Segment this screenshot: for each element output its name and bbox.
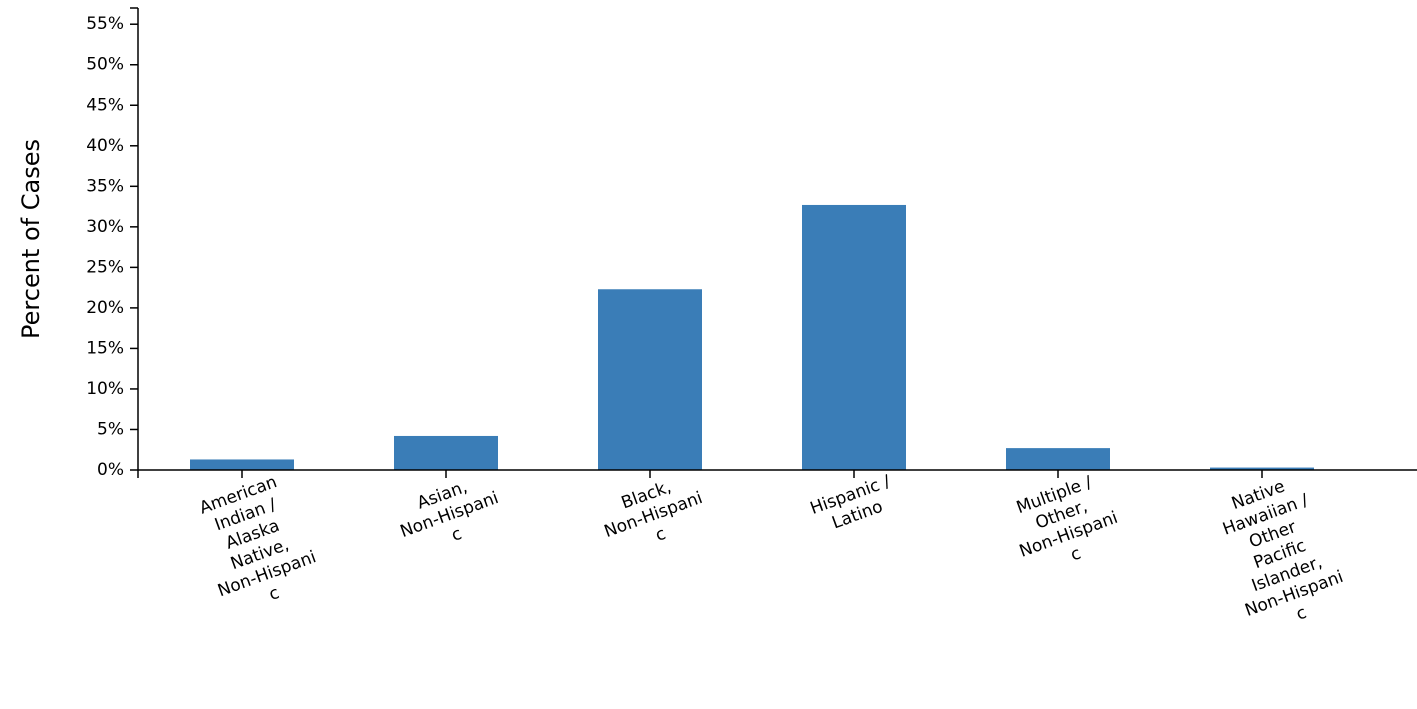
bar <box>598 289 702 470</box>
x-tick-label: Black,Non-Hispanic <box>594 468 712 562</box>
x-tick-label-line: c <box>1294 603 1310 625</box>
y-tick-label: 25% <box>86 257 124 277</box>
y-tick-label: 30% <box>86 217 124 237</box>
bar <box>394 435 498 470</box>
y-tick-label: 10% <box>86 379 124 399</box>
x-tick-label-line: c <box>449 524 465 546</box>
x-tick-label: AmericanIndian /AlaskaNative,Non-Hispani… <box>186 468 326 621</box>
bars-group <box>190 204 1314 471</box>
bar <box>802 204 906 471</box>
bar <box>1006 448 1110 470</box>
y-tick-label: 5% <box>97 419 124 439</box>
x-tick-label-line: c <box>653 524 669 546</box>
x-tick-label: Multiple /Other,Non-Hispanic <box>1002 468 1127 581</box>
bar <box>190 459 294 470</box>
bar <box>1210 467 1314 470</box>
y-tick-label: 0% <box>97 460 124 480</box>
x-tick-label: Hispanic /Latino <box>808 472 901 539</box>
x-axis: AmericanIndian /AlaskaNative,Non-Hispani… <box>137 468 1417 640</box>
x-tick-label-line: c <box>1068 544 1084 566</box>
y-tick-label: 15% <box>86 338 124 358</box>
y-tick-label: 40% <box>86 136 124 156</box>
y-tick-label: 35% <box>86 176 124 196</box>
x-tick-label: Asian,Non-Hispanic <box>390 468 508 562</box>
x-tick-label: White,Non-Hispanic <box>1410 468 1417 562</box>
x-tick-label-line: c <box>266 583 282 605</box>
y-tick-label: 50% <box>86 55 124 75</box>
y-axis: 0% 5% 10% 15% 20% 25% 30% 35% 40% 45% 50% 55% <box>86 7 139 480</box>
y-tick-label: 55% <box>86 14 124 34</box>
y-axis-title: Percent of Cases <box>17 139 45 339</box>
y-tick-label: 20% <box>86 298 124 318</box>
x-tick-label: NativeHawaiian /OtherPacificIslander,Non… <box>1206 468 1353 640</box>
y-tick-label: 45% <box>86 95 124 115</box>
